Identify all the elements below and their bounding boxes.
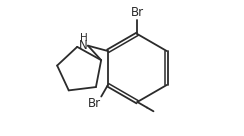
Text: Br: Br (87, 97, 101, 110)
Text: H: H (80, 33, 87, 43)
Text: Br: Br (131, 6, 144, 19)
Text: N: N (79, 39, 87, 52)
